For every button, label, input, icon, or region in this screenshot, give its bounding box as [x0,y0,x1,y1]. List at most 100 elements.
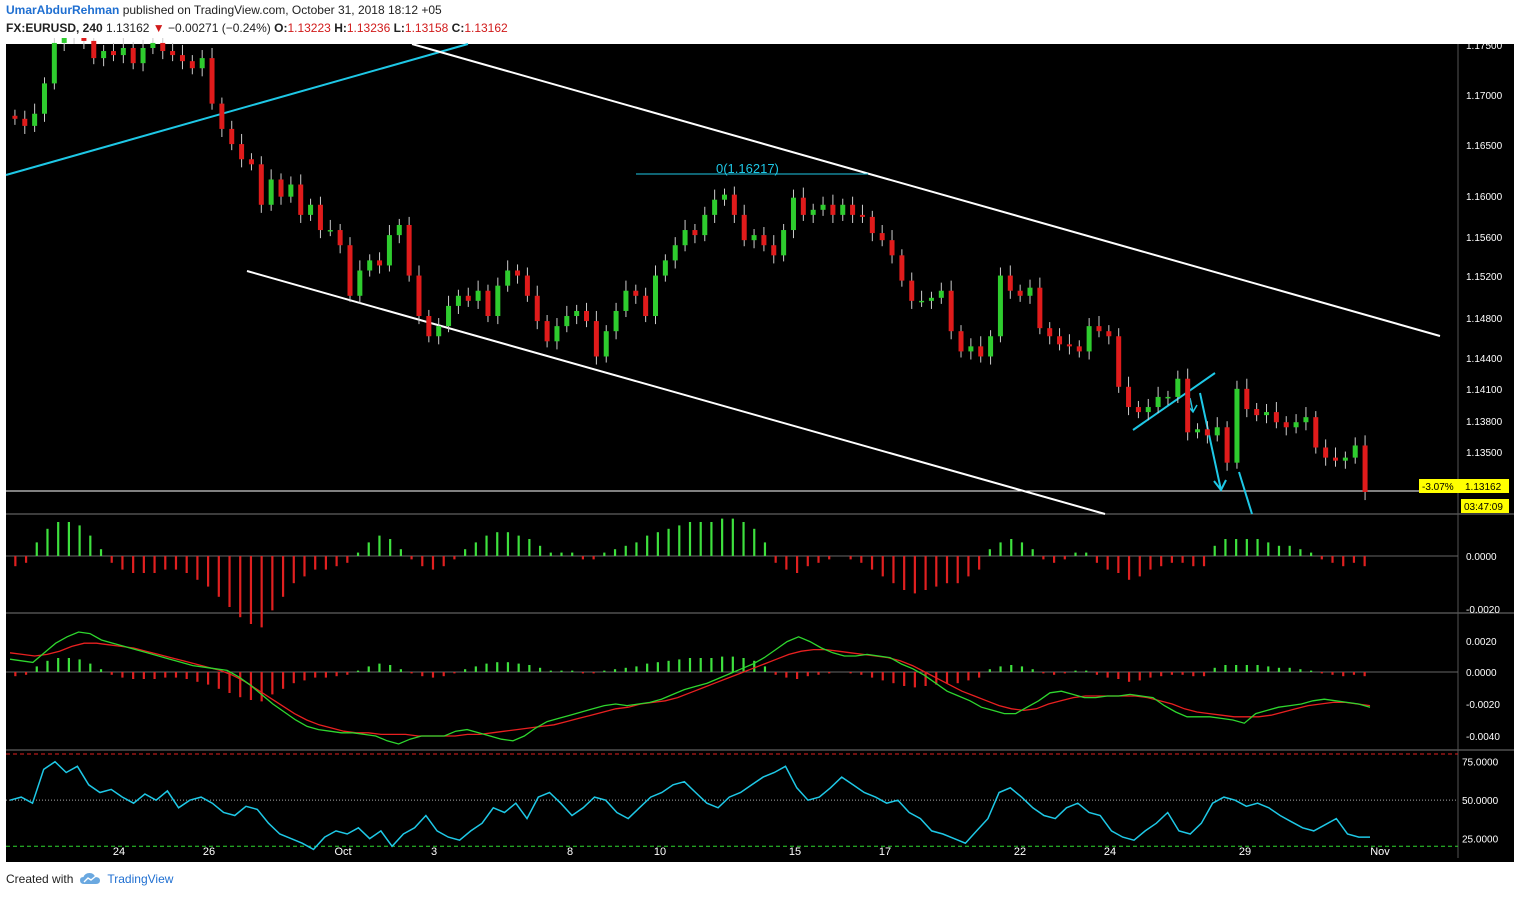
candle-body [603,331,609,357]
price-tick-label: 1.13800 [1466,417,1503,428]
candle-body [938,290,944,298]
candle-body [712,199,718,215]
candle-body [475,290,481,301]
candle-body [721,194,727,200]
macd-indicator [6,631,1458,745]
candle-body [288,184,294,197]
candle-body [367,260,373,271]
candle-body [702,214,708,236]
rsi-tick-label: 25.0000 [1462,835,1499,846]
candle-body [61,38,67,43]
created-with-text: Created with [6,872,74,886]
close-label: C: [451,21,465,35]
candle-body [1204,429,1210,436]
candle-body [22,118,28,126]
candle-body [672,245,678,261]
macd-tick-label: -0.0040 [1466,732,1500,743]
rising-trendline [5,43,469,176]
candle-body [426,316,432,337]
candle-body [1037,287,1043,329]
fib-level-label: 0(1.16217) [716,161,779,176]
candle-body [988,336,994,357]
candle-body [248,159,254,165]
candle-body [1155,396,1161,408]
time-tick-label: 26 [203,846,215,858]
time-tick-label: 17 [879,846,891,858]
last-price: 1.13162 [106,21,150,35]
candle-body [160,42,166,52]
candle-body [377,260,383,266]
candle-body [51,42,57,84]
candle-body [810,209,816,215]
symbol-label: FX:EURUSD, 240 [6,21,103,35]
candle-body [140,48,146,64]
candle-body [32,113,38,126]
time-tick-label: Nov [1370,846,1390,858]
candle-body [1264,412,1270,416]
candle-body [534,295,540,322]
candle-body [544,321,550,342]
candle-body [179,55,185,62]
time-tick-label: 8 [567,846,573,858]
candle-body [101,51,107,59]
author-link[interactable]: UmarAbdurRehman [6,3,120,17]
candle-body [406,224,412,276]
candle-body [1313,417,1319,448]
channel-lower-line [246,270,1106,515]
publish-info: UmarAbdurRehman published on TradingView… [6,3,442,17]
candle-body [278,179,284,197]
down-arrow-icon: ▼ [152,21,165,35]
candle-body [928,297,934,301]
candle-body [1057,336,1063,345]
candle-body [1195,429,1201,433]
candle-body [968,346,974,352]
candle-body [465,295,471,301]
time-tick-label: 22 [1014,846,1026,858]
candle-body [751,235,757,241]
price-chart[interactable]: 1.17500 1.17000 1.16500 1.16000 1.15600 1.152… [0,38,1519,862]
candles [12,38,1368,501]
candle-body [239,144,245,160]
candle-body [1185,378,1191,433]
histogram-indicator [6,518,1458,628]
candle-body [1047,328,1053,337]
second-projection [1238,471,1253,515]
candle-body [1106,331,1112,337]
open-label: O: [274,21,288,35]
wedge-line [1132,372,1216,431]
candle-body [1175,378,1181,397]
candle-body [574,310,580,317]
rsi-tick-label: 75.0000 [1462,758,1499,769]
candle-body [268,179,274,205]
channel-upper-line [411,43,1441,337]
candle-body [1096,326,1102,332]
rsi-indicator [6,753,1458,851]
time-tick-label: 24 [113,846,125,858]
candle-body [396,224,402,236]
candle-body [653,275,659,317]
candle-body [731,194,737,215]
chart-background [6,44,1514,862]
price-axis: 1.17500 1.17000 1.16500 1.16000 1.15600 1.152… [1462,41,1503,846]
candle-body [948,290,954,332]
panel-separators [6,44,1514,858]
time-tick-label: Oct [334,846,351,858]
low-label: L: [393,21,405,35]
candle-body [209,58,215,104]
candle-body [662,260,668,276]
countdown-label: 03:47:09 [1464,502,1503,513]
candle-body [1017,290,1023,296]
candle-body [258,164,264,205]
candle-body [1214,427,1220,436]
candle-body [909,280,915,301]
tradingview-link[interactable]: TradingView [107,872,174,886]
price-tick-label: 1.17000 [1466,91,1503,102]
candle-body [1352,445,1358,458]
trendlines [5,43,1441,515]
candle-body [12,115,18,119]
rsi-line [9,760,1370,851]
candle-body [1116,336,1122,387]
price-tick-label: 1.14400 [1466,354,1503,365]
price-tick-label: 1.15200 [1466,272,1503,283]
current-price-tag: -3.07% 1.13162 03:47:09 [1419,479,1509,513]
